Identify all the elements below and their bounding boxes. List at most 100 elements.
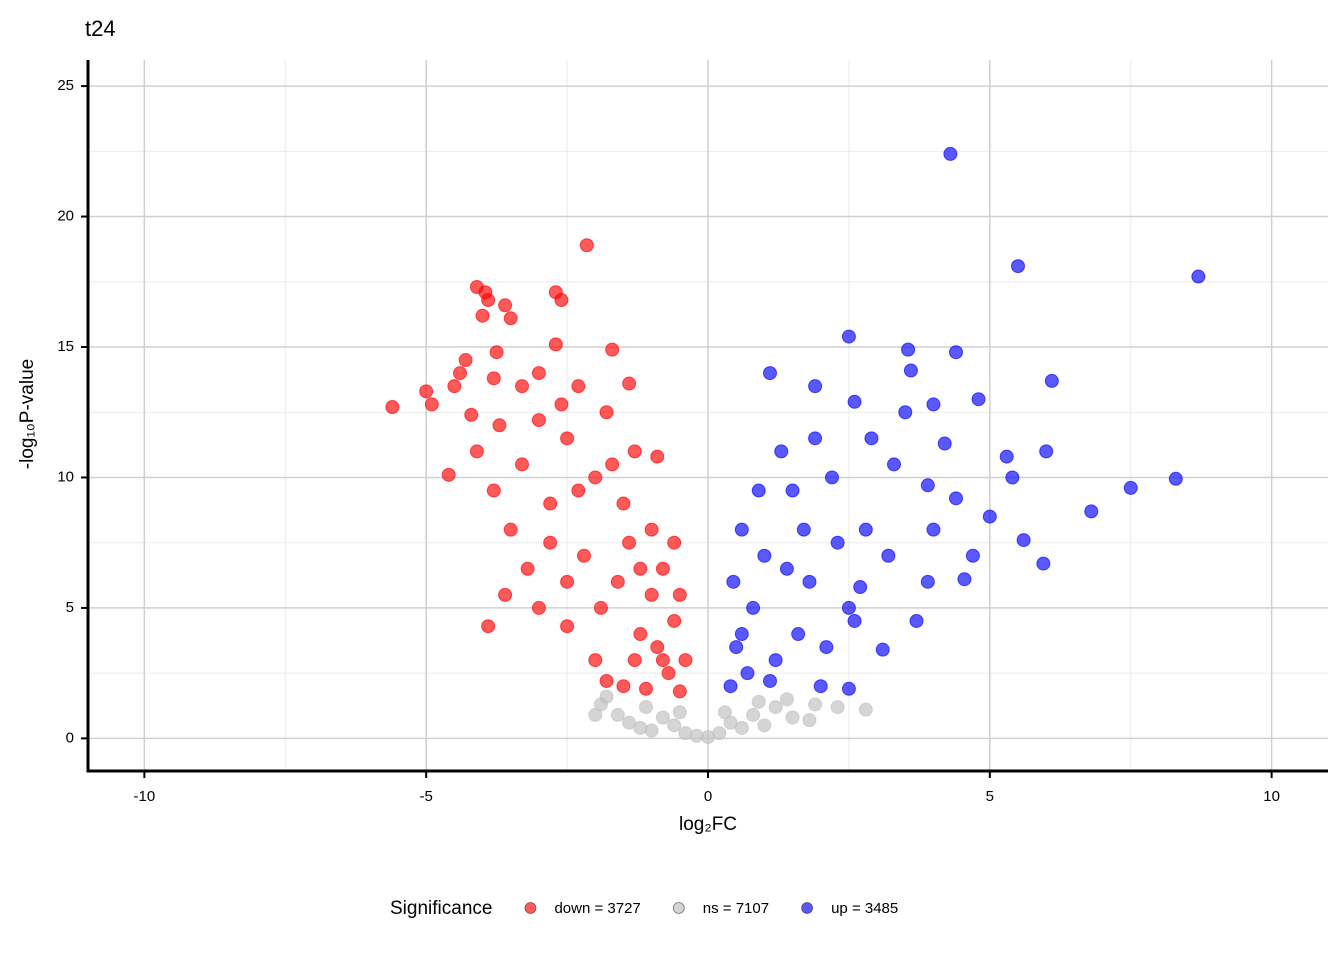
point bbox=[458, 353, 473, 368]
point bbox=[1191, 269, 1206, 284]
point bbox=[785, 483, 800, 498]
point bbox=[717, 705, 732, 720]
point bbox=[610, 574, 625, 589]
point bbox=[779, 561, 794, 576]
point bbox=[531, 600, 546, 615]
point bbox=[441, 467, 456, 482]
point bbox=[515, 379, 529, 394]
point bbox=[560, 574, 575, 589]
point bbox=[667, 718, 682, 733]
point bbox=[475, 308, 490, 323]
point bbox=[841, 329, 856, 344]
legend-title: Significance bbox=[390, 898, 492, 919]
point bbox=[1016, 533, 1031, 548]
point bbox=[830, 535, 845, 550]
point bbox=[746, 600, 761, 615]
point bbox=[385, 400, 400, 415]
y-tick-label: 25 bbox=[57, 77, 74, 94]
point bbox=[447, 379, 462, 394]
x-tick-label: -5 bbox=[420, 788, 433, 805]
point bbox=[819, 640, 834, 655]
point bbox=[949, 345, 963, 360]
point bbox=[672, 587, 687, 602]
point bbox=[712, 726, 727, 741]
point bbox=[808, 697, 823, 712]
point bbox=[639, 700, 653, 715]
point bbox=[678, 653, 693, 668]
point bbox=[729, 640, 744, 655]
point bbox=[464, 407, 479, 422]
point bbox=[825, 470, 839, 485]
point bbox=[667, 613, 682, 628]
point bbox=[548, 337, 563, 352]
point bbox=[492, 418, 507, 433]
point bbox=[486, 371, 501, 386]
point bbox=[909, 613, 924, 628]
point bbox=[672, 705, 687, 720]
point bbox=[554, 293, 569, 308]
point bbox=[610, 707, 625, 722]
y-tick-label: 5 bbox=[66, 599, 74, 616]
point bbox=[887, 457, 901, 472]
point bbox=[650, 640, 665, 655]
point bbox=[847, 613, 862, 628]
point bbox=[971, 392, 986, 407]
point bbox=[898, 405, 913, 420]
point bbox=[1123, 480, 1138, 495]
y-tick-label: 20 bbox=[57, 208, 74, 225]
point bbox=[644, 723, 659, 738]
point bbox=[622, 715, 637, 730]
point bbox=[808, 379, 823, 394]
point bbox=[655, 710, 670, 725]
point bbox=[577, 548, 591, 563]
point bbox=[481, 619, 496, 634]
point bbox=[751, 483, 766, 498]
point bbox=[779, 692, 794, 707]
point bbox=[949, 491, 963, 506]
point bbox=[1011, 259, 1025, 274]
point bbox=[1036, 556, 1051, 571]
point bbox=[498, 298, 513, 313]
legend-swatch bbox=[672, 902, 685, 914]
point bbox=[486, 483, 501, 498]
point bbox=[926, 397, 941, 412]
point bbox=[520, 561, 535, 576]
point bbox=[661, 666, 676, 681]
point bbox=[774, 444, 789, 459]
x-tick-label: 10 bbox=[1263, 788, 1280, 805]
point bbox=[419, 384, 434, 399]
point bbox=[1084, 504, 1099, 519]
point bbox=[740, 666, 755, 681]
point bbox=[579, 238, 594, 253]
legend-label: ns = 7107 bbox=[703, 900, 769, 917]
point bbox=[734, 522, 749, 537]
point bbox=[531, 366, 546, 381]
legend-label: down = 3727 bbox=[554, 900, 640, 917]
point bbox=[1044, 373, 1059, 388]
x-tick-label: 0 bbox=[704, 788, 712, 805]
chart-title: t24 bbox=[85, 16, 116, 41]
point bbox=[757, 548, 772, 563]
point bbox=[926, 522, 941, 537]
x-tick-label: 5 bbox=[986, 788, 994, 805]
point bbox=[858, 522, 873, 537]
point bbox=[808, 431, 823, 446]
point bbox=[830, 700, 845, 715]
point bbox=[453, 366, 467, 381]
point bbox=[763, 673, 777, 688]
point bbox=[469, 444, 484, 459]
point bbox=[639, 681, 653, 696]
point bbox=[644, 587, 659, 602]
y-tick-label: 10 bbox=[57, 468, 74, 485]
point bbox=[588, 470, 603, 485]
point bbox=[605, 457, 620, 472]
y-tick-label: 15 bbox=[57, 338, 74, 355]
point bbox=[791, 627, 806, 642]
point bbox=[943, 146, 958, 161]
point bbox=[571, 379, 586, 394]
point bbox=[627, 444, 642, 459]
point bbox=[937, 436, 952, 451]
point bbox=[757, 718, 772, 733]
point bbox=[560, 431, 575, 446]
